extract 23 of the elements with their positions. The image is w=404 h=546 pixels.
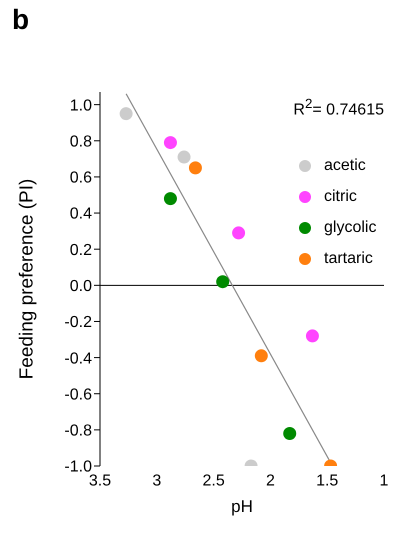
y-tick-label: 0.2: [70, 242, 92, 259]
y-tick-label: -0.4: [64, 350, 92, 368]
y-tick-label: -0.6: [64, 386, 92, 404]
y-tick-label: 0.4: [70, 206, 92, 223]
x-axis-title: pH: [231, 497, 253, 516]
y-tick-label: -0.8: [64, 422, 92, 440]
x-tick-label: 1: [380, 472, 389, 490]
annotation: R$^{2}$= 0.74615: [293, 96, 384, 120]
y-tick-label: 0.6: [70, 170, 92, 187]
x-tick-label: 2.5: [202, 472, 225, 490]
x-tick-label: 2: [266, 472, 275, 490]
chart-title: b: [12, 4, 30, 36]
legend-label: tartaric: [324, 250, 374, 268]
legend-label: glycolic: [324, 218, 378, 236]
x-tick-label: 3: [152, 472, 162, 490]
legend-label: citric: [324, 188, 358, 206]
legend-label: acetic: [324, 156, 367, 174]
x-tick-label: 1.5: [316, 472, 338, 490]
y-axis-title: Feeding preference (PI): [16, 178, 38, 380]
y-tick-label: 1.0: [70, 97, 92, 114]
y-tick-label: -0.2: [64, 314, 92, 332]
y-tick-label: 0.8: [70, 133, 92, 150]
y-tick-label: 0.0: [70, 278, 92, 296]
